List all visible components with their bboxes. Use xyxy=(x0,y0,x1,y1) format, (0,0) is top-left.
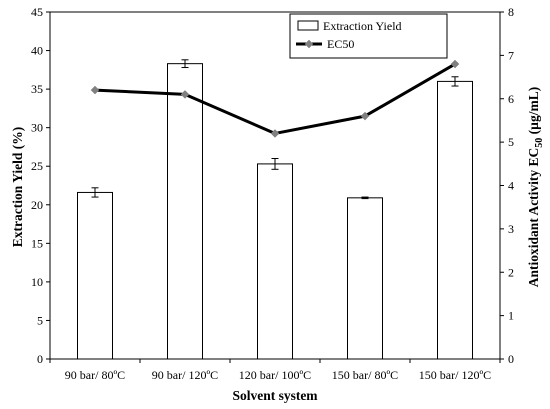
y2-axis-title: Antioxidant Activity EC50 (µg/mL) xyxy=(526,87,545,287)
y-tick-label: 15 xyxy=(31,236,43,250)
ec50-point-3 xyxy=(270,129,280,138)
y-tick-label: 30 xyxy=(31,121,43,135)
x-axis-title: Solvent system xyxy=(232,388,318,403)
x-tick-label: 90 bar/ 80ºC xyxy=(65,368,125,382)
y2-tick-label: 1 xyxy=(508,309,514,323)
error-bar-4 xyxy=(361,196,369,200)
y-tick-label: 5 xyxy=(37,313,43,327)
legend-swatch-ec50-marker xyxy=(304,39,314,49)
y2-tick-label: 6 xyxy=(508,92,514,106)
error-bar-2 xyxy=(181,59,189,69)
x-tick-label: 120 bar/ 100ºC xyxy=(239,368,311,382)
legend-label-extraction-yield: Extraction Yield xyxy=(323,19,402,33)
bar-4 xyxy=(347,197,383,360)
y-tick-label: 45 xyxy=(31,5,43,19)
y2-tick-label: 4 xyxy=(508,179,514,193)
ec50-point-4 xyxy=(360,111,370,121)
y-tick-label: 40 xyxy=(31,44,43,58)
y-tick-label: 20 xyxy=(31,198,43,212)
error-bars-layer xyxy=(91,59,459,200)
ec50-point-1 xyxy=(90,85,100,95)
bar-5 xyxy=(437,80,473,360)
y-tick-label: 10 xyxy=(31,275,43,289)
y-tick-label: 25 xyxy=(31,159,43,173)
y2-tick-label: 0 xyxy=(508,352,514,366)
bar-2 xyxy=(167,63,203,360)
y-axis-title: Extraction Yield (%) xyxy=(10,127,25,247)
y2-tick-label: 3 xyxy=(508,222,514,236)
legend: Extraction Yield EC50 xyxy=(289,13,448,59)
error-bar-1 xyxy=(91,187,99,198)
ec50-point-5 xyxy=(450,59,460,69)
x-tick-label: 150 bar/ 80ºC xyxy=(332,368,398,382)
x-tick-label: 90 bar/ 120ºC xyxy=(152,368,218,382)
y-tick-label: 35 xyxy=(31,82,43,96)
x-tick-label: 150 bar/ 120ºC xyxy=(419,368,491,382)
bar-1 xyxy=(77,191,113,360)
legend-swatch-extraction-yield xyxy=(297,20,319,31)
y2-axis-title-subscript: 50 xyxy=(534,138,545,148)
y2-tick-label: 8 xyxy=(508,5,514,19)
ec50-point-2 xyxy=(180,90,190,99)
error-bar-5 xyxy=(451,76,459,87)
bar-3 xyxy=(257,163,293,360)
y2-axis-title-suffix: (µg/mL) xyxy=(526,87,541,138)
y2-axis-title-prefix: Antioxidant Activity EC xyxy=(526,148,541,288)
y2-tick-label: 2 xyxy=(508,265,514,279)
y2-tick-label: 7 xyxy=(508,48,514,62)
error-bar-3 xyxy=(271,158,279,170)
y-tick-label: 0 xyxy=(37,352,43,366)
line-layer xyxy=(90,59,460,138)
legend-label-ec50: EC50 xyxy=(327,37,354,51)
y2-tick-label: 5 xyxy=(508,135,514,149)
